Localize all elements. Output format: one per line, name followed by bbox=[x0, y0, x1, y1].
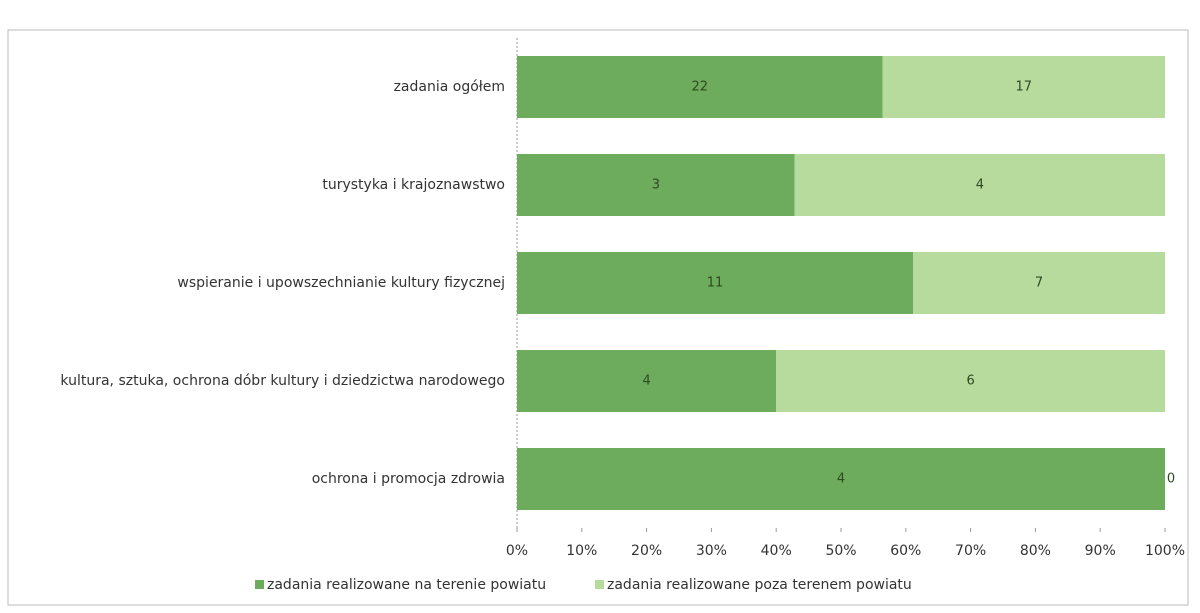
bar-segment bbox=[517, 252, 913, 314]
legend-label: zadania realizowane na terenie powiatu bbox=[267, 577, 546, 593]
legend-swatch bbox=[595, 580, 604, 589]
chart-frame bbox=[7, 29, 1189, 606]
data-label: 4 bbox=[976, 178, 984, 193]
x-tick-label: 40% bbox=[761, 543, 792, 559]
x-tick-label: 0% bbox=[506, 543, 528, 559]
legend-label: zadania realizowane poza terenem powiatu bbox=[607, 577, 912, 593]
bar-segment bbox=[517, 350, 777, 412]
bar-segment bbox=[517, 448, 1165, 510]
x-tick-label: 10% bbox=[566, 543, 597, 559]
y-tick-label: wspieranie i upowszechnianie kultury fiz… bbox=[177, 275, 505, 291]
y-tick-label: zadania ogółem bbox=[394, 79, 505, 95]
data-label: 17 bbox=[1015, 80, 1032, 95]
bar-segment bbox=[517, 154, 795, 216]
y-tick-label: turystyka i krajoznawstwo bbox=[322, 177, 505, 193]
data-label: 11 bbox=[707, 276, 724, 291]
y-tick-label: ochrona i promocja zdrowia bbox=[312, 471, 505, 487]
x-tick-label: 20% bbox=[631, 543, 662, 559]
data-label: 6 bbox=[966, 374, 974, 389]
x-tick-label: 90% bbox=[1085, 543, 1116, 559]
bar-segment bbox=[882, 56, 1165, 118]
data-label: 0 bbox=[1167, 472, 1175, 487]
x-tick-label: 60% bbox=[890, 543, 921, 559]
x-tick-label: 100% bbox=[1145, 543, 1185, 559]
bar-segment bbox=[776, 350, 1165, 412]
x-tick-label: 70% bbox=[955, 543, 986, 559]
data-label: 3 bbox=[652, 178, 660, 193]
bar-segment bbox=[794, 154, 1165, 216]
x-tick-label: 30% bbox=[696, 543, 727, 559]
data-label: 4 bbox=[837, 472, 845, 487]
x-tick-label: 50% bbox=[825, 543, 856, 559]
x-tick-label: 80% bbox=[1020, 543, 1051, 559]
bar-segment bbox=[913, 252, 1165, 314]
data-label: 4 bbox=[642, 374, 650, 389]
y-tick-label: kultura, sztuka, ochrona dóbr kultury i … bbox=[60, 373, 505, 389]
legend-swatch bbox=[255, 580, 264, 589]
bar-segment bbox=[517, 56, 883, 118]
data-label: 7 bbox=[1035, 276, 1043, 291]
data-label: 22 bbox=[691, 80, 708, 95]
